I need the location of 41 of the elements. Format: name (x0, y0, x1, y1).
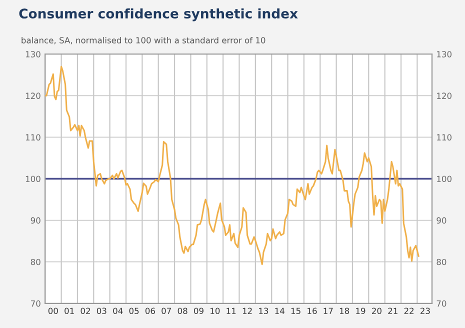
y2-tick-label: 100 (437, 176, 452, 182)
x-tick-label: 13 (259, 308, 268, 314)
x-tick-label: 06 (145, 308, 155, 314)
x-tick-label: 09 (194, 308, 204, 314)
x-tick-label: 00 (48, 308, 58, 314)
line-series (45, 66, 420, 266)
y-tick-label: 90 (30, 217, 40, 224)
x-tick-label: 05 (129, 308, 139, 314)
x-tick-label: 02 (80, 308, 90, 314)
y2-tick-label: 130 (437, 51, 452, 58)
x-tick-label: 10 (210, 308, 220, 314)
y-tick-label: 120 (26, 92, 40, 99)
y2-tick-label: 70 (436, 300, 446, 307)
x-tick-label: 21 (388, 308, 398, 314)
y-tick-label: 130 (26, 51, 40, 58)
x-tick-label: 17 (324, 308, 333, 314)
chart-title: Consumer confidence synthetic index (19, 8, 298, 22)
x-tick-label: 23 (420, 308, 430, 314)
x-tick-label: 12 (242, 308, 252, 314)
x-tick-label: 22 (404, 308, 414, 314)
y-tick-label: 110 (26, 134, 40, 140)
y2-tick-label: 120 (437, 92, 452, 99)
y-tick-label: 100 (26, 176, 40, 182)
chart-subtitle: balance, SA, normalised to 100 with a standard error of 10 (22, 36, 266, 44)
x-tick-label: 08 (178, 308, 188, 314)
y-tick-label: 80 (30, 258, 40, 266)
x-tick-label: 04 (113, 308, 123, 314)
x-tick-label: 01 (64, 308, 74, 314)
x-tick-label: 11 (226, 308, 236, 314)
x-tick-label: 07 (162, 308, 171, 314)
x-tick-label: 19 (356, 308, 366, 314)
y-tick-label: 70 (31, 300, 40, 307)
y2-tick-label: 90 (436, 217, 446, 224)
x-tick-label: 15 (291, 308, 300, 314)
y2-tick-label: 110 (437, 134, 452, 140)
x-tick-label: 18 (340, 308, 350, 314)
x-tick-label: 16 (308, 308, 317, 314)
x-tick-label: 14 (275, 308, 284, 314)
x-tick-label: 20 (372, 308, 382, 314)
y2-tick-label: 80 (436, 258, 446, 266)
x-tick-label: 03 (96, 308, 106, 314)
